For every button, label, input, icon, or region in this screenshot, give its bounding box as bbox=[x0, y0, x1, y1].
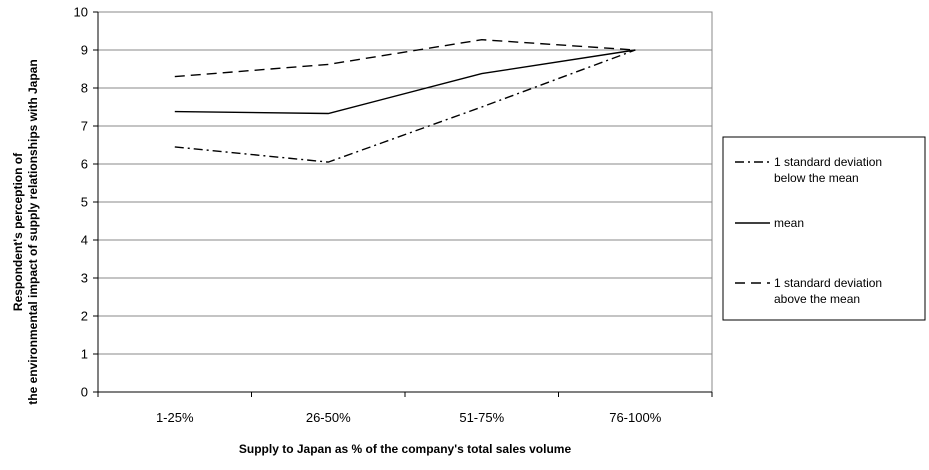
x-axis-ticks: 1-25% 26-50% 51-75% 76-100% bbox=[97, 391, 713, 425]
y-tick-label: 6 bbox=[81, 157, 88, 172]
legend-label-1: 1 standard deviation below the mean bbox=[774, 155, 882, 185]
series-line-2 bbox=[174, 49, 636, 115]
y-tick-label: 4 bbox=[81, 233, 88, 248]
plot-area: 0 1 2 3 4 5 6 7 8 9 10 1-25% 26-50% 51-75% 76-100% bbox=[74, 5, 713, 425]
gridlines bbox=[98, 49, 712, 355]
x-axis-title: Supply to Japan as % of the company's to… bbox=[239, 442, 572, 456]
series-lines bbox=[174, 38, 636, 163]
y-axis-title-line-1: Respondent's perception of bbox=[11, 152, 25, 311]
y-axis-title: Respondent's perception of the environme… bbox=[11, 59, 40, 404]
legend-box bbox=[722, 136, 926, 321]
y-tick-label: 9 bbox=[81, 43, 88, 58]
y-tick-label: 1 bbox=[81, 347, 88, 362]
y-tick-label: 3 bbox=[81, 271, 88, 286]
x-tick-label: 26-50% bbox=[306, 410, 351, 425]
series-line-1 bbox=[174, 49, 636, 163]
y-tick-label: 8 bbox=[81, 81, 88, 96]
x-tick-label: 51-75% bbox=[459, 410, 504, 425]
x-tick-label: 76-100% bbox=[609, 410, 661, 425]
series-line-3 bbox=[174, 38, 636, 78]
legend-label-2: mean bbox=[774, 216, 804, 230]
y-tick-label: 2 bbox=[81, 309, 88, 324]
y-axis-title-line-2: the environmental impact of supply relat… bbox=[26, 59, 40, 404]
x-tick-label: 1-25% bbox=[156, 410, 194, 425]
y-tick-label: 0 bbox=[81, 385, 88, 400]
legend-label-3: 1 standard deviation above the mean bbox=[774, 276, 882, 306]
legend: 1 standard deviation below the mean mean 1 … bbox=[722, 136, 926, 321]
y-axis-ticks: 0 1 2 3 4 5 6 7 8 9 10 bbox=[74, 5, 99, 400]
y-tick-label: 10 bbox=[74, 5, 88, 20]
y-tick-label: 7 bbox=[81, 119, 88, 134]
y-tick-label: 5 bbox=[81, 195, 88, 210]
legend-items: 1 standard deviation below the mean mean 1 … bbox=[735, 155, 882, 306]
